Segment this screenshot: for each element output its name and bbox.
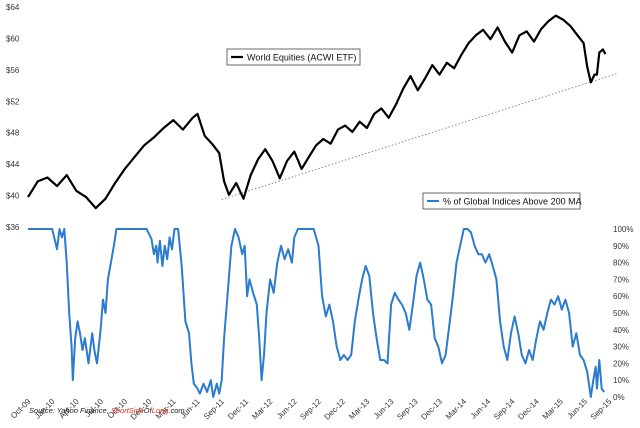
right-tick-label: 50% [613,309,629,318]
legend-equities-label: World Equities (ACWI ETF) [247,53,356,63]
left-tick-label: $48 [6,129,20,138]
left-tick-label: $40 [6,192,20,201]
legend-equities-box [226,48,361,66]
left-axis: $36 $40 $44 $48 $52 $56 $60 $64 [6,3,20,232]
left-tick-label: $36 [6,223,20,232]
left-tick-label: $60 [6,34,20,43]
right-tick-label: 100% [613,225,633,234]
left-tick-label: $44 [6,160,20,169]
right-tick-label: 40% [613,326,629,335]
left-tick-label: $56 [6,66,20,75]
source-site-part-3: Long [152,406,170,415]
left-tick-label: $64 [6,3,20,12]
trend-line [221,73,617,200]
legend-breadth-label: % of Global Indices Above 200 MA [443,197,582,207]
right-tick-label: 30% [613,343,629,352]
legend-breadth: % of Global Indices Above 200 MA [422,192,582,210]
source-site-part-1: ShortSide [111,406,144,415]
right-tick-label: 10% [613,376,629,385]
left-tick-label: $52 [6,97,20,106]
source-note: Source: Yahoo Finance, ShortSideOfLong.c… [29,406,185,415]
legend-breadth-box [422,192,581,210]
right-tick-label: 90% [613,242,629,251]
source-site-part-2: Of [144,406,153,415]
right-axis: 0% 10% 20% 30% 40% 50% 60% 70% 80% 90% 100% [613,225,633,402]
right-tick-label: 60% [613,292,629,301]
source-prefix: Source: Yahoo Finance, [29,406,111,415]
right-tick-label: 20% [613,359,629,368]
legend-equities: World Equities (ACWI ETF) [226,48,361,66]
source-site-part-4: .com [168,406,184,415]
right-tick-label: 0% [613,393,625,402]
series-line-world-equities [27,14,607,210]
right-tick-label: 80% [613,259,629,268]
series-line-global-indices-above-200ma [28,228,606,398]
right-tick-label: 70% [613,275,629,284]
